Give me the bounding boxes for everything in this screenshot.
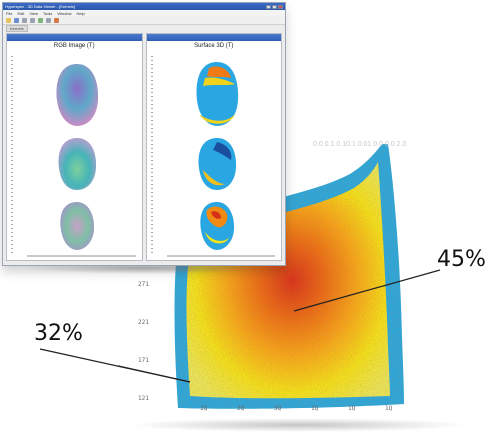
x-tick-label: 2Q [237, 405, 245, 412]
pane-scrollbar[interactable] [27, 255, 136, 257]
toolbar [3, 16, 285, 25]
color-icon[interactable] [54, 17, 59, 23]
callout-center-percent: 45% [437, 247, 486, 272]
x-tick-label: 1Q [385, 405, 393, 412]
view-area: RGB Image (T) [6, 33, 282, 261]
y-tick-label: 121 [138, 395, 149, 402]
pane-surface-3d[interactable]: Surface 3D (T) [145, 33, 282, 261]
callout-line-edge-ext [39, 348, 191, 383]
x-tick-label: 1Q [348, 405, 356, 412]
pane-ruler [11, 56, 13, 256]
menu-item-tools[interactable]: Tools [42, 10, 53, 16]
faint-label-2: 0.1 0.01 0.0 0.0 2.0 [346, 141, 406, 148]
hotspot [206, 66, 231, 78]
pane-scrollbar[interactable] [166, 255, 275, 257]
zoom-icon[interactable] [22, 17, 27, 23]
plot-shadow [128, 418, 468, 432]
callout-line-center [293, 269, 441, 312]
rgb-kernels-svg [56, 64, 99, 250]
x-tick-label: 1Q [200, 405, 208, 412]
surface-kernels-svg [196, 62, 238, 250]
minimize-button[interactable] [266, 4, 271, 9]
menu-bar: File Edit View Tools Window Help [3, 10, 285, 16]
pane-header [7, 34, 142, 41]
kernel-rgb [60, 202, 95, 250]
tab-strip: Kernels [3, 24, 285, 32]
pane-title: Surface 3D (T) [194, 43, 234, 49]
open-icon[interactable] [6, 17, 11, 23]
faint-label-1: 0.0 0.1 0.1 [313, 141, 346, 148]
menu-item-help[interactable]: Help [76, 10, 85, 16]
heatmap-plot-panel: 0.0 0.1 0.1 0.1 0.01 0.0 0.0 2.0 271 221… [118, 126, 468, 426]
y-tick-label: 171 [138, 357, 149, 364]
y-tick-label: 271 [138, 281, 149, 288]
maximize-button[interactable] [272, 4, 277, 9]
menu-item-window[interactable]: Window [57, 10, 72, 16]
callout-edge-percent: 32% [34, 321, 83, 346]
pan-icon[interactable] [30, 17, 35, 23]
hotspot [210, 211, 221, 219]
app-window: Hyperspec - 3D Data Viewer - [Kernels] F… [2, 2, 286, 266]
menu-item-file[interactable]: File [6, 10, 13, 16]
kernel-rgb [56, 64, 99, 126]
save-icon[interactable] [14, 17, 19, 23]
hotspot [212, 142, 231, 160]
menu-item-edit[interactable]: Edit [17, 10, 25, 16]
select-icon[interactable] [46, 17, 51, 23]
hotspot [198, 114, 235, 124]
hotspot [202, 170, 225, 186]
hotspot [202, 77, 235, 86]
pane-header [146, 34, 281, 41]
x-tick-label: 1Q [311, 405, 319, 412]
rotate-icon[interactable] [38, 17, 43, 23]
kernel-rgb [58, 138, 97, 190]
close-button[interactable] [278, 4, 283, 9]
title-bar[interactable]: Hyperspec - 3D Data Viewer - [Kernels] [3, 3, 285, 10]
pane-title: RGB Image (T) [53, 43, 95, 49]
window-title: Hyperspec - 3D Data Viewer - [Kernels] [5, 4, 75, 9]
y-tick-label: 221 [138, 319, 149, 326]
pane-ruler [150, 56, 153, 256]
hotspot [204, 232, 229, 244]
x-tick-label: 3Q [274, 405, 282, 412]
pane-rgb-image[interactable]: RGB Image (T) [6, 33, 143, 261]
menu-item-view[interactable]: View [29, 10, 38, 16]
tab-kernels[interactable]: Kernels [6, 24, 28, 32]
